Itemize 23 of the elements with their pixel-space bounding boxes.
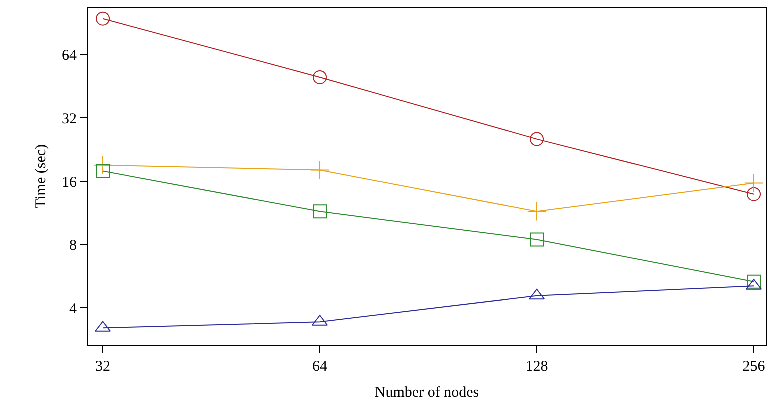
point	[530, 232, 544, 247]
x-tick-label: 256	[742, 359, 766, 375]
point	[313, 204, 328, 219]
point	[744, 174, 764, 193]
point	[530, 132, 544, 146]
y-tick-label: 8	[70, 238, 77, 254]
y-tick-label: 16	[62, 174, 78, 191]
x-tick-label: 64	[312, 359, 328, 375]
point	[747, 187, 761, 202]
y-tick-label: 4	[70, 301, 78, 318]
x-tick-label: 32	[96, 359, 111, 375]
point	[310, 160, 330, 180]
point	[96, 164, 110, 178]
x-tick-label: 128	[526, 359, 548, 375]
point	[93, 156, 113, 175]
point	[313, 70, 328, 84]
point	[747, 274, 761, 289]
y-axis-title: Time (sec)	[33, 144, 50, 209]
y-tick-label: 64	[62, 48, 78, 64]
point	[527, 202, 547, 222]
x-axis-title: Number of nodes	[374, 385, 480, 401]
point	[96, 12, 110, 26]
y-tick-label: 32	[62, 111, 77, 128]
